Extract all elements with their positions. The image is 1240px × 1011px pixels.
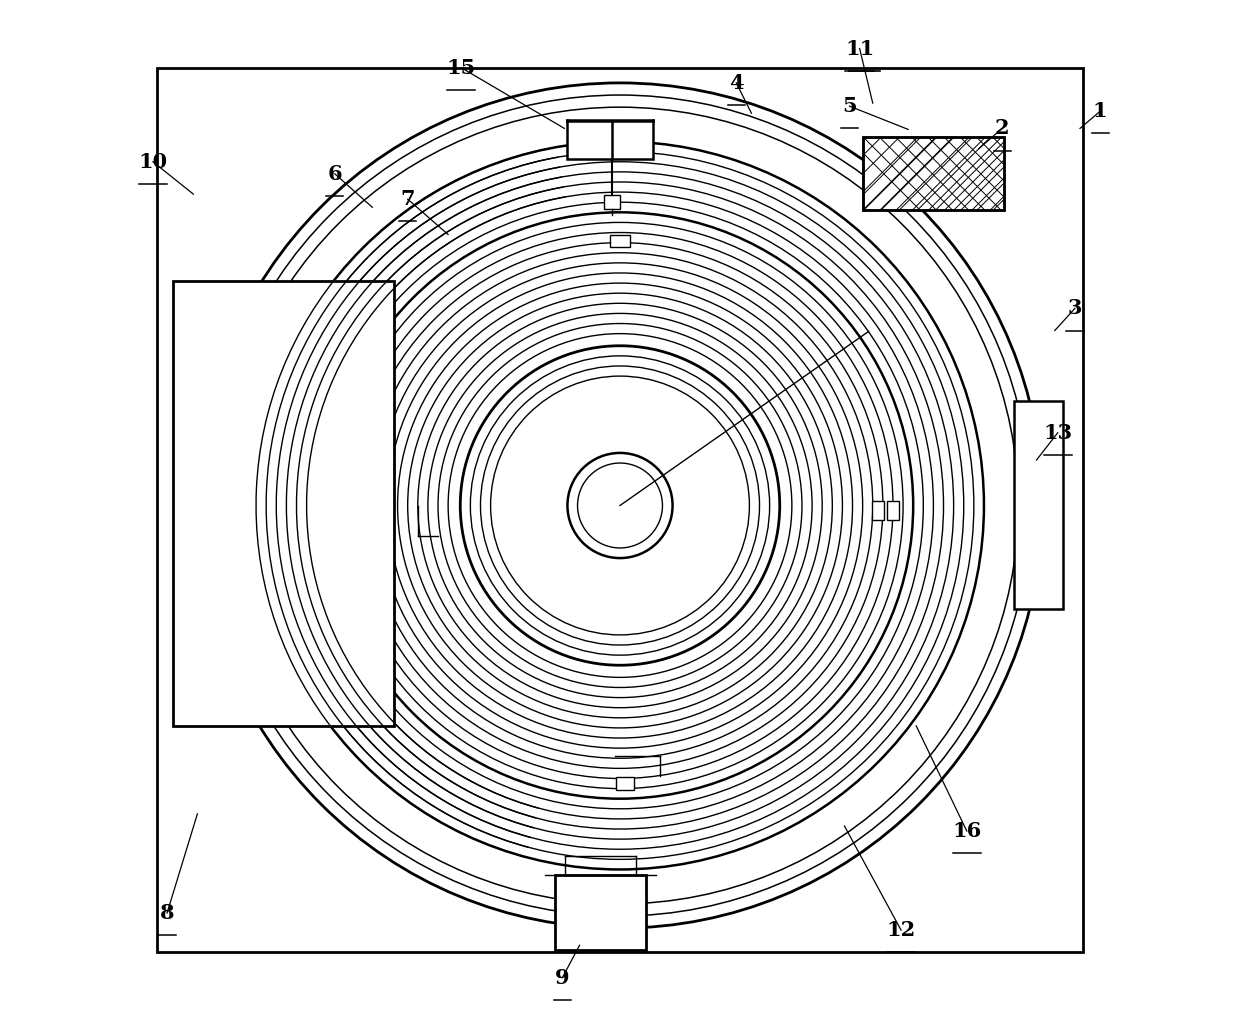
Text: 7: 7: [401, 189, 415, 209]
Bar: [157, 68, 1083, 952]
Text: 13: 13: [1043, 423, 1073, 443]
Bar: [174, 281, 393, 726]
Text: 4: 4: [729, 73, 744, 93]
Text: 10: 10: [139, 152, 167, 172]
Text: 9: 9: [556, 968, 569, 988]
Text: 1: 1: [1092, 101, 1107, 121]
Text: 8: 8: [160, 903, 175, 923]
Bar: [556, 875, 646, 950]
Text: 2: 2: [994, 118, 1009, 139]
Bar: [863, 137, 1004, 210]
Text: 16: 16: [952, 821, 981, 841]
Text: 5: 5: [842, 96, 857, 116]
Bar: [610, 235, 630, 247]
Text: 11: 11: [844, 38, 874, 59]
Text: 3: 3: [1068, 298, 1083, 318]
Bar: [616, 777, 634, 790]
Text: 6: 6: [327, 164, 342, 184]
Text: 12: 12: [887, 920, 915, 940]
Bar: [568, 120, 653, 159]
Text: 15: 15: [446, 58, 476, 78]
Bar: [863, 137, 1004, 210]
Bar: [1014, 401, 1063, 609]
Bar: [604, 195, 620, 209]
Bar: [887, 501, 899, 520]
Bar: [872, 501, 884, 520]
